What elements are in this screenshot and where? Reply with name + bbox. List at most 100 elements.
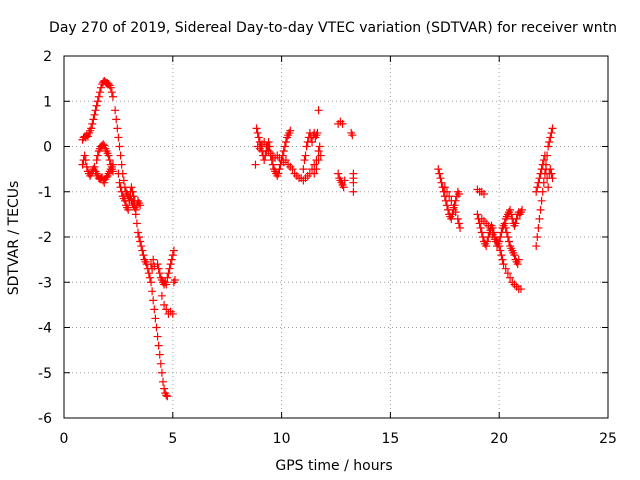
data-point <box>119 176 128 185</box>
data-point <box>80 151 89 160</box>
data-point <box>136 237 145 246</box>
data-point <box>534 178 543 187</box>
data-point <box>535 174 544 183</box>
data-point <box>308 137 317 146</box>
data-point <box>511 219 520 228</box>
data-point <box>310 169 319 178</box>
data-point <box>498 255 507 264</box>
data-point <box>548 124 557 133</box>
data-point <box>132 219 141 228</box>
data-point <box>91 106 100 115</box>
data-point <box>116 151 125 160</box>
data-point <box>145 273 154 282</box>
y-tick-label: 1 <box>43 94 52 110</box>
data-point <box>456 223 465 232</box>
data-point <box>315 142 324 151</box>
x-tick-label: 25 <box>599 431 617 447</box>
data-point <box>167 255 176 264</box>
data-point <box>482 242 491 251</box>
data-point <box>159 377 168 386</box>
data-point <box>488 230 497 239</box>
data-point <box>260 156 269 165</box>
data-point <box>496 233 505 241</box>
data-point <box>147 278 156 287</box>
data-point <box>440 183 449 192</box>
data-point <box>495 242 504 251</box>
data-point <box>254 133 263 142</box>
data-point <box>113 124 122 133</box>
data-point <box>92 156 101 165</box>
y-tick-labels: -6 -5 -4 -3 -2 -1 0 1 2 <box>38 49 52 427</box>
data-point <box>513 260 522 269</box>
data-point <box>106 83 115 92</box>
data-point <box>163 392 172 401</box>
data-point <box>299 165 308 174</box>
data-point <box>300 156 309 165</box>
data-point <box>536 169 545 178</box>
data-point <box>155 269 164 278</box>
x-tick-label: 20 <box>490 431 508 447</box>
data-point <box>165 264 174 273</box>
data-point <box>88 119 97 128</box>
data-point <box>339 183 348 192</box>
data-point <box>153 332 162 341</box>
data-point <box>149 296 158 305</box>
data-point <box>166 260 175 269</box>
data-point <box>537 196 546 205</box>
data-point <box>473 210 482 219</box>
data-point <box>160 384 169 393</box>
data-point <box>314 106 323 115</box>
data-point <box>90 162 99 171</box>
data-point <box>540 151 549 160</box>
data-point <box>157 291 166 300</box>
data-point <box>133 228 142 237</box>
data-point <box>94 92 103 101</box>
data-point <box>499 260 508 269</box>
data-point <box>454 190 463 199</box>
data-point <box>95 88 104 97</box>
data-point <box>316 151 325 160</box>
data-point <box>506 205 515 214</box>
data-point <box>501 264 510 273</box>
data-point <box>313 128 322 137</box>
x-tick-label: 5 <box>168 431 177 447</box>
data-point <box>281 137 290 146</box>
data-point <box>268 160 277 169</box>
data-point <box>533 233 542 241</box>
y-tick-label: -5 <box>38 366 52 382</box>
data-point <box>160 300 169 309</box>
data-point <box>114 133 123 142</box>
data-point <box>493 237 502 246</box>
data-point <box>454 219 463 228</box>
data-point <box>87 124 96 133</box>
data-point <box>260 137 269 146</box>
data-point <box>512 214 521 223</box>
data-point <box>547 128 556 137</box>
data-point <box>442 187 451 196</box>
data-point <box>340 176 349 185</box>
data-point <box>93 151 102 160</box>
data-point <box>128 187 137 196</box>
y-tick-label: -2 <box>38 230 52 246</box>
data-point <box>124 205 133 214</box>
data-point <box>536 205 545 214</box>
data-points <box>78 76 557 401</box>
data-point <box>544 142 553 151</box>
data-point <box>435 169 444 178</box>
data-point <box>538 160 547 169</box>
axis-ticks <box>63 55 609 419</box>
data-point <box>477 228 486 237</box>
data-point <box>301 151 310 160</box>
data-point <box>502 228 511 237</box>
data-point <box>434 165 443 174</box>
data-point <box>518 205 527 214</box>
data-point <box>449 203 458 212</box>
data-point <box>153 260 162 269</box>
data-point <box>503 233 512 241</box>
data-point <box>503 269 512 278</box>
data-point <box>106 160 115 169</box>
data-point <box>149 255 158 264</box>
data-point <box>111 106 120 115</box>
data-point <box>108 167 117 176</box>
